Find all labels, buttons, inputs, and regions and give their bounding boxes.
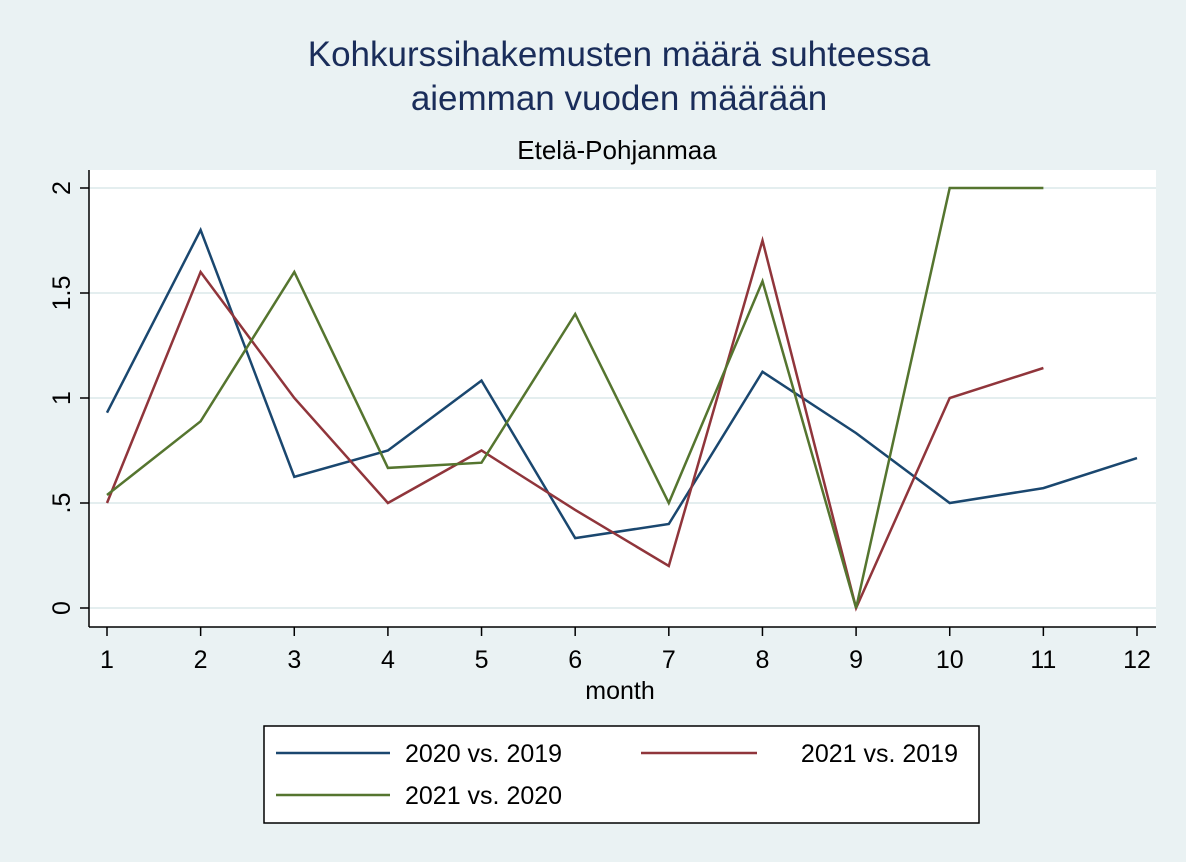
x-axis-ticks: 1 2 3 4 5 6 7 8 9 10 11 12 [100,627,1151,674]
y-tick-label: 2 [48,181,76,195]
x-tick-label: 3 [287,646,301,674]
y-tick-label: 0 [48,601,76,615]
x-tick-label: 2 [194,646,208,674]
y-tick-label: 1 [48,391,76,405]
x-axis-title: month [585,677,654,705]
x-tick-label: 6 [568,646,582,674]
series-line-2 [105,235,1044,612]
x-tick-label: 1 [100,646,114,674]
legend: 2020 vs. 2019 2021 vs. 2019 2021 vs. 2020 [276,740,958,810]
x-tick-label: 7 [662,646,676,674]
y-axis-ticks: 0 .5 1 1.5 2 [48,181,89,615]
x-tick-label: 4 [381,646,395,674]
legend-label-3: 2021 vs. 2020 [405,782,562,810]
y-tick-label: .5 [48,493,76,514]
gridlines [89,187,1156,609]
x-tick-label: 9 [849,646,863,674]
series-lines [105,186,1138,612]
legend-label-2: 2021 vs. 2019 [801,740,958,768]
chart-title-line2: aiemman vuoden määrään [411,79,827,118]
chart-title-line1: Kohkurssihakemusten määrä suhteessa [308,35,931,74]
legend-box [263,725,980,824]
x-tick-label: 8 [756,646,770,674]
x-tick-label: 5 [475,646,489,674]
series-line-3 [106,186,1044,609]
x-tick-label: 11 [1030,646,1056,674]
y-tick-label: 1.5 [48,276,76,311]
x-tick-label: 10 [936,646,964,674]
legend-label-1: 2020 vs. 2019 [405,740,562,768]
chart-subtitle: Etelä-Pohjanmaa [517,135,717,165]
series-line-1 [105,226,1138,540]
x-tick-label: 12 [1123,646,1151,674]
